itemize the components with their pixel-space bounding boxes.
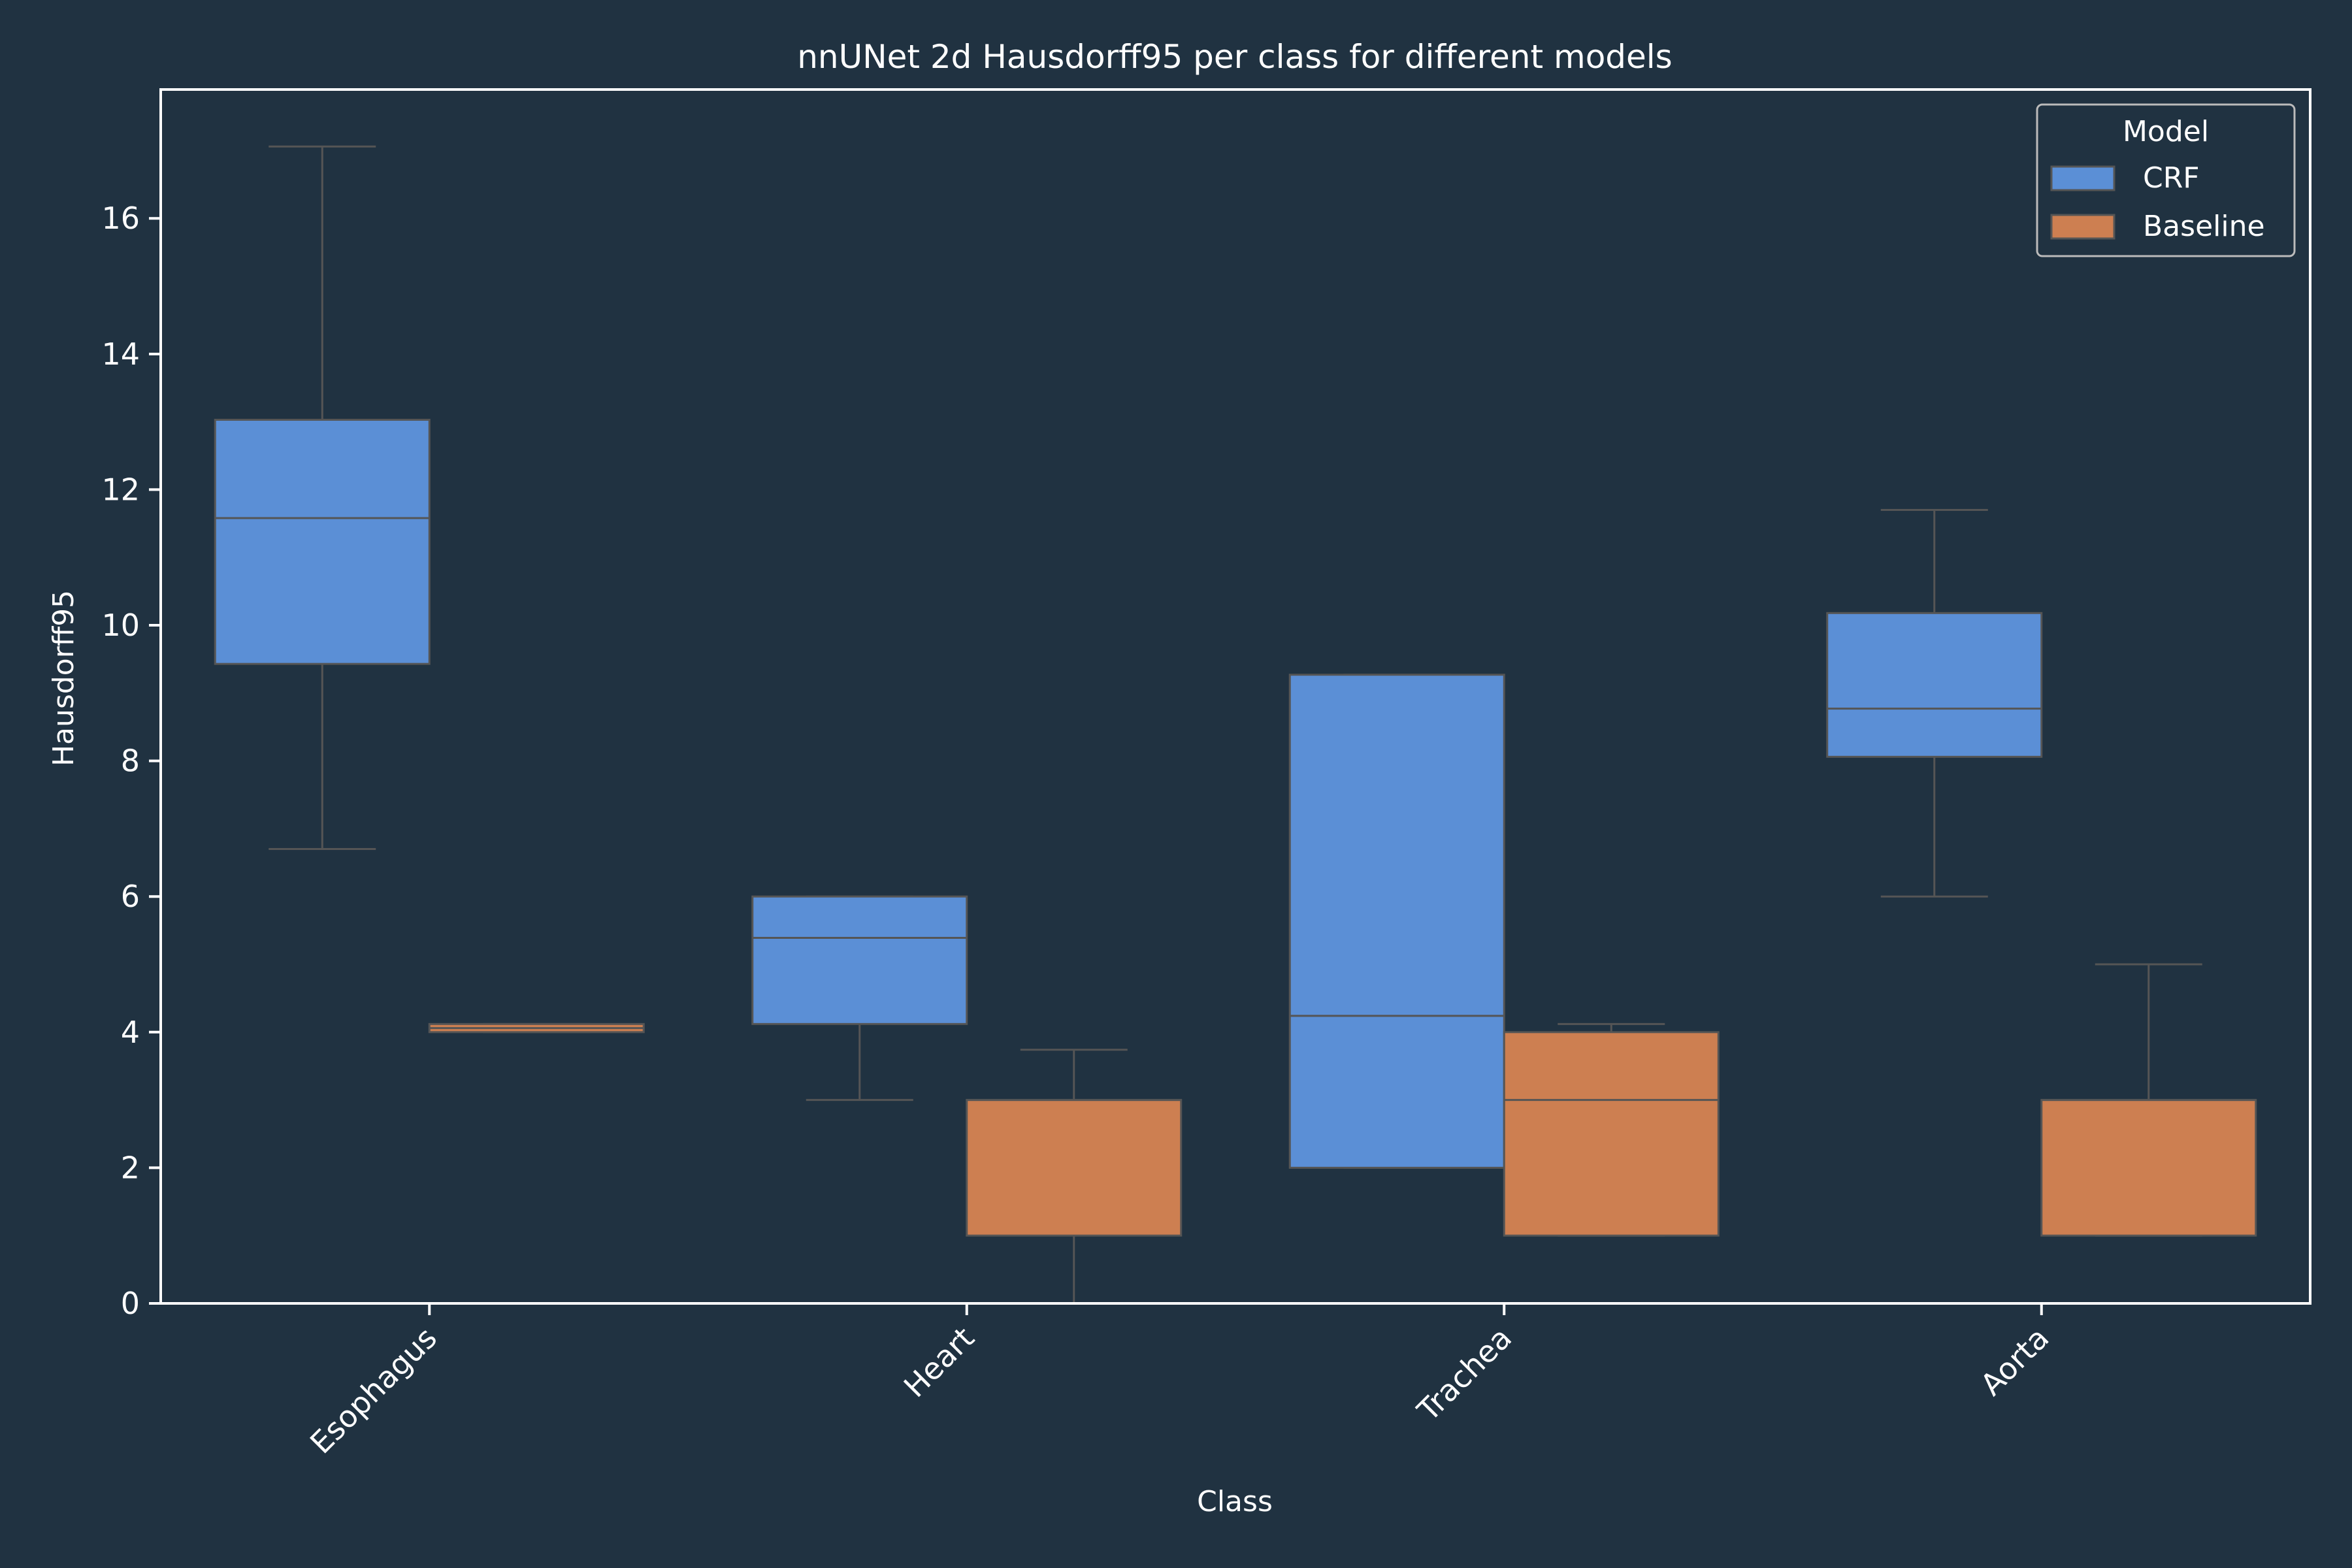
y-tick-label: 16 (101, 201, 140, 236)
box-baseline-esophagus (428, 1022, 645, 1034)
box-body (1503, 1031, 1720, 1237)
y-tick-label: 14 (101, 336, 140, 372)
legend-swatch-crf (2050, 165, 2115, 191)
box-baseline-trachea (1503, 1022, 1720, 1237)
y-tick-label: 6 (121, 879, 140, 914)
x-tick-label: Heart (897, 1320, 981, 1405)
box-baseline-heart (966, 1049, 1183, 1305)
legend-swatch-baseline (2050, 214, 2115, 240)
box-body (966, 1099, 1183, 1237)
axes: 0 2 4 6 8 10 12 14 16 Esophagus Heart Trachea Aorta (101, 88, 2311, 1461)
box-crf-aorta (1826, 509, 2043, 898)
legend: Model CRF Baseline (2036, 103, 2296, 257)
box-baseline-aorta (2040, 963, 2257, 1237)
chart-title: nnUNet 2d Hausdorff95 per class for diff… (797, 38, 1673, 76)
y-tick-label: 2 (121, 1150, 140, 1185)
box-plots (214, 145, 2257, 1305)
box-body (1826, 612, 2043, 758)
x-tick-label: Trachea (1410, 1320, 1518, 1429)
box-crf-heart (751, 895, 968, 1102)
plot-frame (159, 88, 2311, 1305)
box-crf-trachea (1288, 674, 1505, 1169)
y-tick-label: 0 (121, 1286, 140, 1321)
y-axis-label: Hausdorff95 (47, 590, 80, 766)
y-tick-label: 8 (121, 743, 140, 779)
legend-label-crf: CRF (2143, 161, 2200, 195)
legend-label-baseline: Baseline (2143, 210, 2265, 243)
box-body (214, 419, 431, 665)
x-axis-label: Class (1197, 1485, 1273, 1518)
x-tick-label: Aorta (1974, 1320, 2056, 1403)
legend-title: Model (2123, 115, 2209, 148)
box-body (751, 895, 968, 1025)
box-crf-esophagus (214, 145, 431, 851)
y-tick-label: 10 (101, 608, 140, 643)
y-tick-label: 12 (101, 472, 140, 507)
y-tick-label: 4 (121, 1015, 140, 1050)
box-body (2040, 1099, 2257, 1237)
box-body (1288, 674, 1505, 1169)
x-tick-label: Esophagus (303, 1320, 444, 1461)
